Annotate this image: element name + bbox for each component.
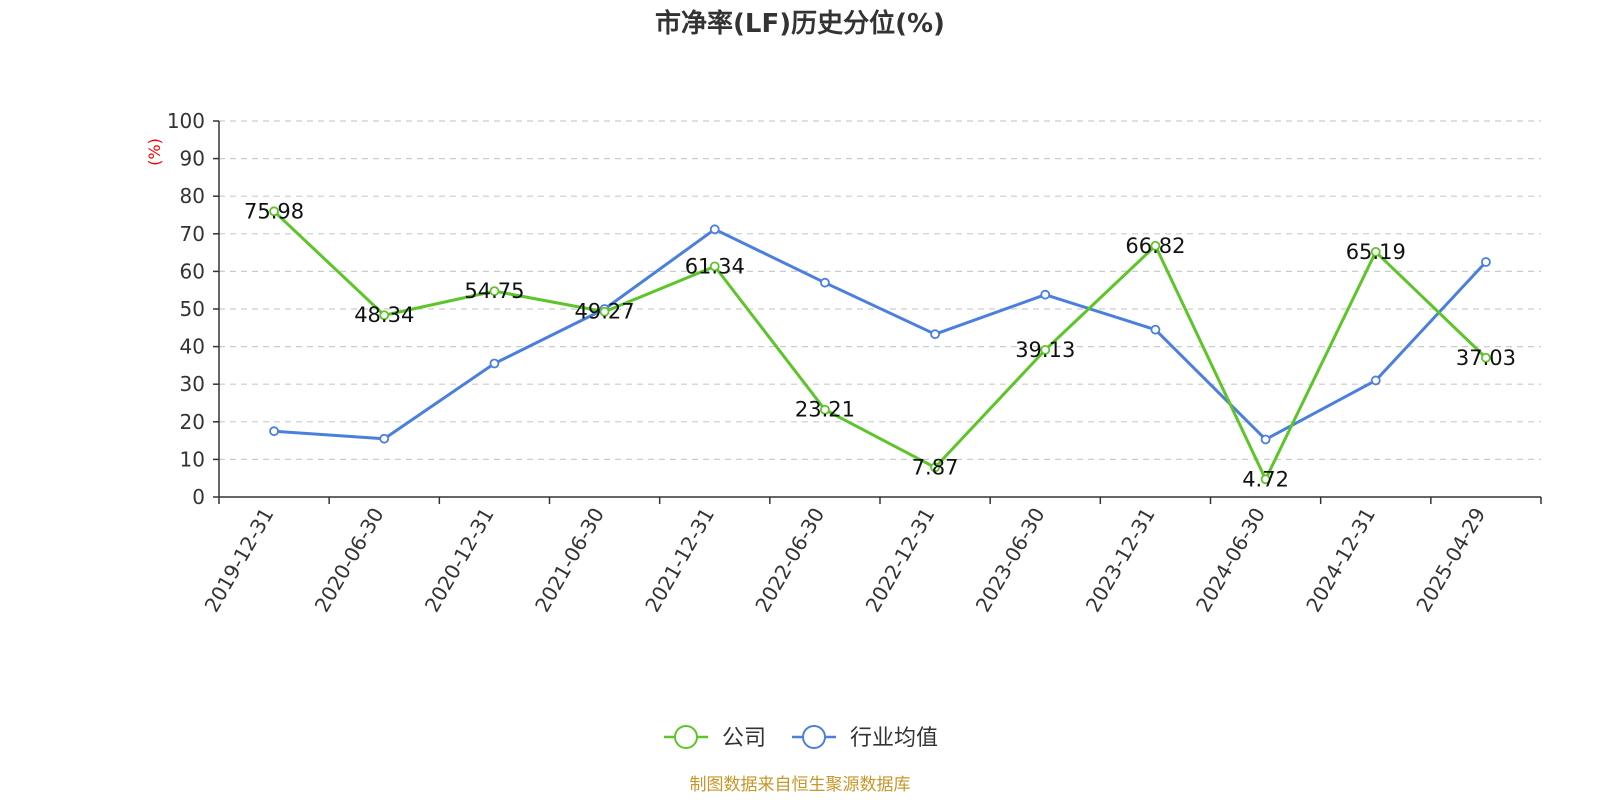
y-tick-label-0: 0	[192, 485, 205, 509]
series-1-point-6	[930, 329, 940, 340]
series-1-point-1	[379, 433, 390, 444]
legend-industry-marker	[802, 725, 826, 749]
y-tick-label-30: 30	[180, 372, 205, 396]
series-1-point-11	[1481, 257, 1491, 267]
data-label-7: 39.13	[1015, 338, 1075, 362]
y-tick-label-90: 90	[180, 147, 205, 171]
x-tick-label-11: 2025-04-29	[1411, 504, 1490, 617]
y-tick-label-50: 50	[180, 297, 205, 321]
legend-item-company[interactable]: 公司	[664, 725, 766, 751]
series-1-point-4	[709, 224, 720, 235]
data-label-4: 61.34	[685, 254, 745, 278]
data-label-9: 4.72	[1242, 467, 1289, 491]
legend-item-industry-average[interactable]: 行业均值	[792, 725, 938, 751]
x-tick-label-8: 2023-12-31	[1081, 504, 1160, 617]
x-tick-label-9: 2024-06-30	[1191, 504, 1270, 617]
data-label-3: 49.27	[575, 300, 635, 324]
data-label-2: 54.75	[464, 279, 524, 303]
legend-company-label: 公司	[722, 726, 766, 751]
series-line-0	[273, 210, 1487, 481]
series-0-point-9	[1260, 474, 1271, 485]
series-line-1	[273, 227, 1488, 441]
y-tick-label-20: 20	[180, 410, 205, 434]
series-0-point-10	[1370, 246, 1381, 257]
data-label-6: 7.87	[912, 455, 959, 479]
series-1-point-10	[1370, 375, 1381, 386]
series-1-point-8	[1150, 324, 1161, 335]
x-tick-label-7: 2023-06-30	[971, 504, 1050, 617]
x-tick-label-1: 2020-06-30	[310, 504, 389, 617]
y-tick-label-40: 40	[180, 335, 205, 359]
data-label-11: 37.03	[1456, 346, 1516, 370]
series-layer	[269, 206, 1491, 485]
series-0-point-2	[489, 286, 500, 297]
series-0-point-0	[269, 206, 279, 217]
series-0-point-3	[599, 306, 610, 317]
x-tick-label-2: 2020-12-31	[420, 503, 499, 616]
data-label-1: 48.34	[354, 303, 414, 327]
series-0-point-11	[1481, 352, 1491, 363]
x-tick-label-0: 2019-12-31	[200, 504, 279, 617]
x-tick-label-3: 2021-06-30	[530, 504, 609, 617]
source-note: 制图数据来自恒生聚源数据库	[690, 775, 911, 795]
series-0-point-4	[709, 261, 720, 272]
x-tick-label-10: 2024-12-31	[1301, 504, 1380, 617]
data-labels: 75.98 48.34 54.75 49.27 61.34 23.21 7.87 39.13 6…	[244, 199, 1516, 491]
y-tick-label-60: 60	[180, 259, 205, 283]
series-1-point-0	[269, 426, 279, 437]
y-axis-unit: (%)	[145, 138, 164, 166]
data-label-8: 66.82	[1125, 234, 1185, 258]
y-tick-label-80: 80	[180, 184, 205, 208]
x-tick-label-4: 2021-12-31	[640, 504, 719, 617]
chart-title: 市净率(LF)历史分位(%)	[655, 8, 945, 39]
series-0-point-6	[930, 462, 940, 473]
y-tick-label-70: 70	[180, 222, 205, 246]
y-tick-label-10: 10	[180, 447, 205, 471]
series-0-point-7	[1040, 344, 1051, 355]
grid-lines	[219, 120, 1541, 460]
data-label-10: 65.19	[1346, 240, 1406, 264]
data-label-0: 75.98	[244, 199, 304, 223]
series-1-point-9	[1260, 434, 1271, 445]
series-0-point-8	[1150, 240, 1161, 251]
series-1-point-5	[820, 277, 830, 288]
y-tick-label-100: 100	[167, 109, 205, 133]
data-label-5: 23.21	[795, 398, 855, 422]
series-0-point-1	[379, 310, 390, 321]
legend-company-marker	[674, 725, 698, 749]
series-0-point-5	[820, 404, 830, 415]
series-1-point-2	[489, 358, 500, 369]
series-1-point-7	[1040, 289, 1051, 300]
x-tick-label-6: 2022-12-31	[861, 503, 940, 616]
legend: 公司 行业均值	[664, 725, 938, 751]
legend-industry-label: 行业均值	[850, 726, 938, 751]
x-tick-label-5: 2022-06-30	[750, 504, 829, 617]
axes: 0 10 20 30 40 50 60 70 80 90 100 2019-12-31 2020-06-…	[167, 109, 1542, 617]
